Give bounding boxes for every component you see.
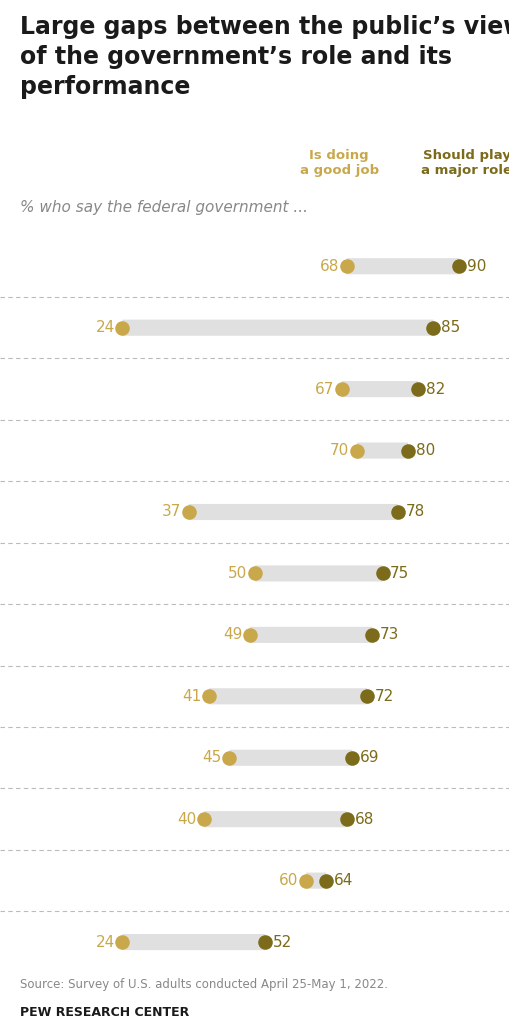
Text: 24: 24: [95, 935, 115, 949]
Text: 37: 37: [161, 505, 181, 519]
Text: PEW RESEARCH CENTER: PEW RESEARCH CENTER: [20, 1006, 189, 1019]
Text: 41: 41: [182, 689, 201, 703]
Text: 67: 67: [314, 382, 333, 396]
FancyBboxPatch shape: [356, 442, 407, 459]
Text: 90: 90: [466, 259, 485, 273]
Text: 82: 82: [425, 382, 444, 396]
Point: [118, 319, 126, 336]
Text: 70: 70: [329, 443, 349, 458]
Point: [393, 504, 401, 520]
Point: [347, 750, 355, 766]
Text: 24: 24: [95, 321, 115, 335]
FancyBboxPatch shape: [229, 750, 351, 766]
Point: [342, 811, 350, 827]
Point: [454, 258, 462, 274]
Text: Large gaps between the public’s views
of the government’s role and its
performan: Large gaps between the public’s views of…: [20, 15, 509, 98]
Text: Is doing
a good job: Is doing a good job: [299, 150, 378, 177]
Text: 49: 49: [222, 628, 242, 642]
FancyBboxPatch shape: [122, 934, 265, 950]
Text: 69: 69: [359, 751, 378, 765]
Text: 40: 40: [177, 812, 196, 826]
Text: 68: 68: [319, 259, 338, 273]
FancyBboxPatch shape: [254, 565, 382, 582]
FancyBboxPatch shape: [249, 627, 372, 643]
Text: 60: 60: [278, 873, 298, 888]
FancyBboxPatch shape: [122, 319, 433, 336]
Point: [342, 258, 350, 274]
Point: [352, 442, 360, 459]
FancyBboxPatch shape: [346, 258, 458, 274]
Point: [429, 319, 437, 336]
Text: 85: 85: [440, 321, 460, 335]
Point: [205, 688, 213, 705]
Text: 52: 52: [272, 935, 292, 949]
Text: 75: 75: [389, 566, 409, 581]
FancyBboxPatch shape: [305, 872, 326, 889]
Point: [184, 504, 192, 520]
Point: [118, 934, 126, 950]
FancyBboxPatch shape: [204, 811, 346, 827]
Text: 78: 78: [405, 505, 424, 519]
FancyBboxPatch shape: [341, 381, 417, 397]
Text: 64: 64: [333, 873, 353, 888]
FancyBboxPatch shape: [188, 504, 397, 520]
Point: [378, 565, 386, 582]
Point: [225, 750, 233, 766]
Text: 68: 68: [354, 812, 373, 826]
Point: [403, 442, 411, 459]
Text: 50: 50: [228, 566, 247, 581]
Text: 45: 45: [202, 751, 221, 765]
Point: [250, 565, 259, 582]
FancyBboxPatch shape: [209, 688, 366, 705]
Point: [322, 872, 330, 889]
Text: 72: 72: [374, 689, 393, 703]
Point: [367, 627, 376, 643]
Text: 73: 73: [379, 628, 399, 642]
Point: [413, 381, 421, 397]
Point: [301, 872, 309, 889]
Point: [245, 627, 253, 643]
Point: [337, 381, 345, 397]
Text: Source: Survey of U.S. adults conducted April 25-May 1, 2022.: Source: Survey of U.S. adults conducted …: [20, 978, 388, 991]
Text: Should play
a major role: Should play a major role: [420, 150, 509, 177]
Point: [200, 811, 208, 827]
Text: 80: 80: [415, 443, 434, 458]
Point: [362, 688, 371, 705]
Point: [261, 934, 269, 950]
Text: % who say the federal government ...: % who say the federal government ...: [20, 200, 308, 215]
